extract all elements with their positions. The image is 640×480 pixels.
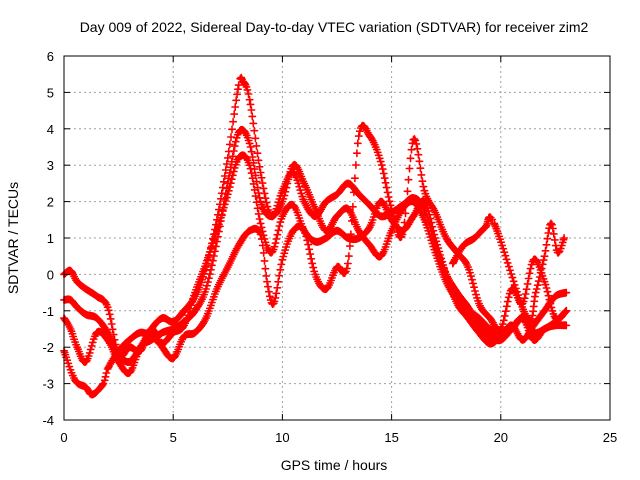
x-tick-label: 25 [603,430,617,445]
y-tick-label: 1 [47,231,54,246]
x-tick-label: 20 [494,430,508,445]
chart-title: Day 009 of 2022, Sidereal Day-to-day VTE… [80,19,589,35]
data-series [60,73,571,399]
y-tick-label: 5 [47,85,54,100]
y-tick-label: 0 [47,267,54,282]
y-axis-label: SDTVAR / TECUs [5,182,21,294]
y-tick-label: -3 [42,377,54,392]
x-tick-label: 0 [60,430,67,445]
y-tick-label: 6 [47,49,54,64]
axis-ticks: 0 5 10 15 20 25 -4 -3 -2 -1 0 1 2 3 4 5 6 [42,49,617,445]
y-tick-label: 2 [47,195,54,210]
y-tick-label: -2 [42,340,54,355]
series-5-markers [448,213,569,325]
grid-lines [64,56,610,420]
x-tick-label: 5 [170,430,177,445]
y-tick-label: 3 [47,158,54,173]
x-tick-label: 15 [384,430,398,445]
x-tick-label: 10 [275,430,289,445]
y-tick-label: -1 [42,304,54,319]
y-tick-label: 4 [47,122,54,137]
y-tick-label: -4 [42,413,54,428]
x-axis-label: GPS time / hours [281,457,388,473]
